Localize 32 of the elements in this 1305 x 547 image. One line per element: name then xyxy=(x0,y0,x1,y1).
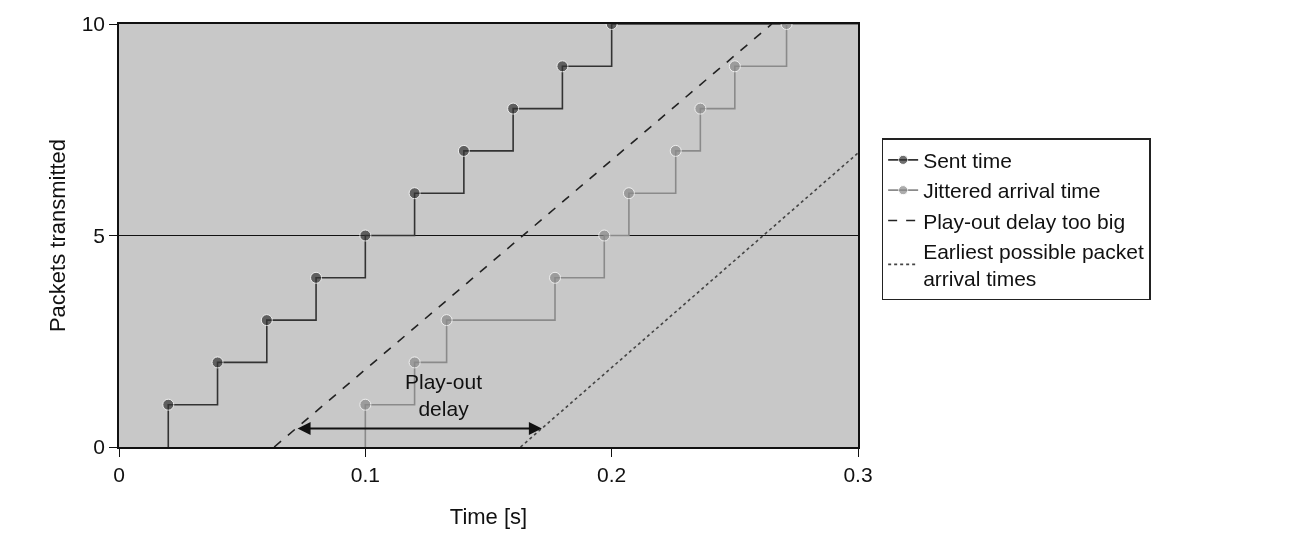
legend-label: Sent time xyxy=(923,149,1012,173)
y-tick-label: 5 xyxy=(93,223,106,247)
point xyxy=(440,314,453,327)
point xyxy=(507,102,520,115)
point xyxy=(622,187,635,200)
point xyxy=(162,398,175,411)
point xyxy=(359,229,372,242)
point xyxy=(359,398,372,411)
legend-label: Play-out delay too big xyxy=(923,209,1126,233)
point xyxy=(211,356,224,369)
x-tick-label: 0.1 xyxy=(350,462,380,486)
point xyxy=(408,187,421,200)
legend-label: Earliest possible packet arrival times xyxy=(923,239,1144,291)
point xyxy=(408,356,421,369)
point xyxy=(728,60,741,73)
point xyxy=(310,271,323,284)
point xyxy=(457,144,470,157)
x-axis-title: Time [s] xyxy=(449,503,528,529)
point xyxy=(549,271,562,284)
point xyxy=(556,60,569,73)
x-tick-label: 0.2 xyxy=(597,462,627,486)
point xyxy=(260,314,273,327)
y-axis-title: Packets transmitted xyxy=(44,138,70,333)
point xyxy=(598,229,611,242)
point xyxy=(694,102,707,115)
y-tick-label: 10 xyxy=(81,12,106,36)
annotation: Play-out delay xyxy=(405,370,483,421)
legend-label: Jittered arrival time xyxy=(923,179,1101,203)
y-tick-label: 0 xyxy=(93,435,106,459)
x-tick-label: 0 xyxy=(113,462,125,486)
x-tick-label: 0.3 xyxy=(843,462,873,486)
point xyxy=(669,144,682,157)
